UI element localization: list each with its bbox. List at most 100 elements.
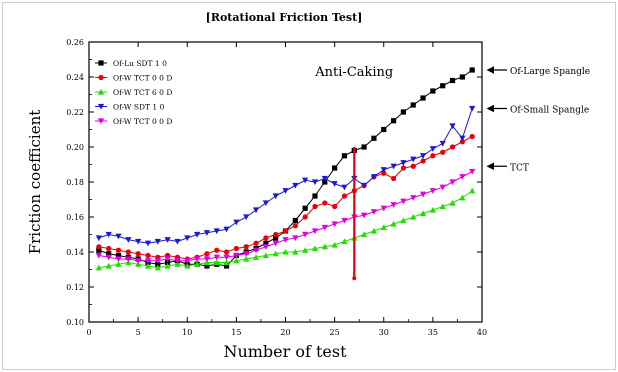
data-point — [203, 230, 210, 236]
data-point — [380, 205, 387, 212]
data-point — [302, 231, 309, 238]
data-point — [420, 95, 426, 101]
data-point — [164, 237, 171, 243]
data-point — [154, 238, 161, 245]
data-point — [341, 184, 348, 191]
data-point — [292, 182, 299, 189]
data-point — [164, 262, 171, 269]
data-point — [419, 191, 427, 198]
data-point — [429, 206, 436, 213]
x-tick-label: 20 — [280, 328, 290, 337]
legend-label: Of-W SDT 1 0 — [113, 103, 165, 112]
data-point — [106, 251, 112, 257]
data-point — [420, 158, 426, 164]
data-point — [361, 144, 367, 150]
chart-title: [Rotational Friction Test] — [206, 11, 363, 24]
data-point — [380, 167, 387, 173]
data-point — [361, 182, 368, 189]
data-point — [331, 221, 338, 228]
x-tick-label: 40 — [477, 328, 487, 337]
legend: Of-Lu SDT 1 0 Of-W TCT 0 0 D Of-W TCT 6 0 … — [95, 59, 172, 126]
x-tick-label: 10 — [182, 328, 192, 337]
right-label: Of-Small Spangle — [510, 106, 589, 116]
data-point — [125, 249, 131, 255]
data-point — [312, 203, 318, 210]
data-point — [252, 254, 260, 260]
data-point — [184, 258, 191, 264]
y-tick-label: 0.12 — [66, 283, 84, 292]
data-point — [469, 67, 475, 73]
data-point — [292, 235, 299, 242]
y-tick-label: 0.24 — [66, 73, 84, 82]
y-tick-label: 0.26 — [66, 38, 84, 47]
data-point — [390, 163, 397, 170]
data-point — [381, 170, 387, 176]
data-point — [144, 262, 152, 269]
data-point — [214, 247, 220, 253]
data-point — [223, 263, 230, 269]
data-point — [203, 256, 210, 263]
data-point — [115, 256, 122, 263]
data-point — [213, 254, 220, 261]
data-point — [322, 200, 328, 206]
series-5 — [95, 168, 476, 264]
data-point — [154, 264, 161, 271]
y-tick-label: 0.16 — [66, 213, 84, 222]
legend-marker — [98, 60, 104, 66]
data-point — [459, 74, 465, 80]
data-point — [96, 244, 102, 250]
y-tick-label: 0.22 — [66, 108, 84, 117]
data-point — [223, 254, 230, 261]
data-point — [174, 238, 181, 245]
legend-marker — [97, 118, 105, 125]
data-point — [400, 109, 406, 115]
data-point — [459, 139, 465, 145]
data-point — [193, 231, 201, 238]
data-point — [419, 153, 427, 159]
data-point — [273, 231, 279, 238]
x-tick-label: 0 — [86, 328, 91, 337]
data-point — [125, 259, 132, 266]
y-tick-label: 0.20 — [66, 143, 84, 152]
data-point — [96, 247, 102, 253]
data-point — [440, 83, 446, 89]
anti-caking-label: Anti-Caking — [314, 65, 393, 80]
data-point — [106, 245, 112, 252]
right-label: Of-Large Spangle — [510, 67, 590, 77]
legend-label: Of-Lu SDT 1 0 — [113, 59, 167, 68]
data-point — [312, 193, 318, 199]
data-point — [302, 177, 309, 184]
data-point — [252, 207, 260, 214]
plot-area-border — [88, 41, 483, 323]
data-point — [233, 219, 240, 226]
data-point — [341, 238, 348, 245]
data-point — [341, 153, 348, 159]
data-point — [430, 153, 436, 159]
data-point — [469, 105, 476, 112]
x-tick-label: 30 — [379, 328, 389, 337]
data-point — [331, 181, 338, 187]
data-point — [105, 262, 112, 269]
data-point — [439, 184, 446, 191]
data-point — [381, 126, 387, 133]
data-point — [105, 231, 112, 238]
data-point — [204, 251, 210, 257]
data-point — [459, 194, 466, 201]
data-point — [272, 250, 279, 257]
data-point — [332, 203, 338, 210]
annotations: Anti-Caking Of-Large Spangle Of-Small Span… — [314, 65, 590, 281]
legend-label: Of-W TCT 0 0 D — [113, 117, 172, 126]
legend-marker — [97, 103, 105, 110]
right-label: TCT — [510, 163, 529, 173]
data-point — [203, 259, 210, 266]
data-point — [282, 228, 289, 234]
data-point — [370, 174, 378, 180]
data-point — [321, 175, 328, 182]
data-point — [105, 254, 112, 261]
data-point — [253, 240, 259, 246]
data-point — [252, 247, 260, 254]
data-point — [311, 228, 319, 235]
data-point — [449, 144, 456, 150]
data-point — [193, 256, 201, 263]
data-point — [449, 123, 456, 130]
